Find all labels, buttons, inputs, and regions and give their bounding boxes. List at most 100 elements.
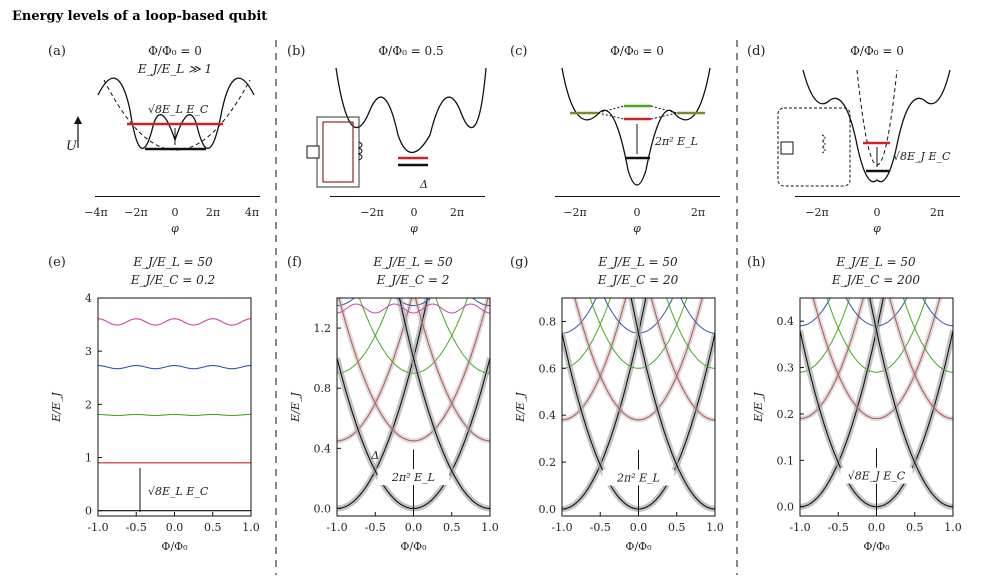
gap-annotation: √8E_J E_C: [848, 470, 906, 483]
gap-annotation: 2π² E_L: [391, 471, 435, 484]
x-tick-label: 0.5: [906, 521, 924, 534]
chart-f: (f) E_J/E_L = 50 E_J/E_C = 2 -1.0 -0.5 0.0 0.5…: [287, 255, 499, 553]
y-tick-label: 1.2: [314, 322, 332, 335]
panel-line1: E_J/E_L = 50: [835, 255, 916, 269]
panel-line2: E_J/E_C = 200: [831, 273, 921, 287]
series-line: [800, 298, 864, 420]
series-line: [826, 298, 927, 373]
x-tick: 0: [172, 206, 179, 219]
x-tick: 0: [411, 206, 418, 219]
x-tick-label: -0.5: [590, 521, 611, 534]
y-axis-label: E/E_J: [752, 392, 765, 423]
y-tick-label: 0.4: [314, 442, 332, 455]
x-tick: 2π: [691, 206, 705, 219]
series-line: [337, 303, 490, 314]
chart-h: (h) E_J/E_L = 50 E_J/E_C = 200 -1.0 -0.5 0.0 0…: [747, 95, 962, 553]
bottom-charts: (e) E_J/E_L = 50 E_J/E_C = 0.2 -1.0 -0.5 0.0 0…: [48, 95, 962, 553]
x-tick-label: 0.0: [166, 521, 184, 534]
panel-line1: E_J/E_L = 50: [597, 255, 678, 269]
series-line: [869, 298, 953, 508]
series-line: [337, 298, 490, 444]
y-tick-label: 0: [85, 505, 92, 518]
x-axis-label: φ: [633, 222, 641, 235]
y-tick-label: 0.3: [777, 362, 795, 375]
x-tick-label: 1.0: [944, 521, 962, 534]
inductor-icon: [357, 141, 363, 161]
series-line: [648, 298, 715, 423]
y-axis-label: E/E_J: [514, 392, 527, 423]
series-line: [845, 298, 908, 327]
chart-e: (e) E_J/E_L = 50 E_J/E_C = 0.2 -1.0 -0.5 0.0 0…: [48, 255, 260, 553]
panel-label: (a): [48, 44, 66, 59]
y-axis-label: E/E_J: [50, 392, 63, 423]
inductor-icon: [820, 134, 826, 154]
y-tick-label: 0.4: [777, 315, 795, 328]
junction-icon: [306, 145, 320, 159]
series-line: [98, 318, 251, 326]
x-axis: [555, 196, 720, 197]
y-tick-label: 0.0: [539, 503, 557, 516]
panel-label: (b): [287, 44, 305, 59]
panel-line2: E_J/E_C = 2: [376, 273, 450, 287]
loop-current: [322, 121, 354, 183]
y-tick-label: 0.1: [777, 454, 795, 467]
panel-line2: E_J/E_C = 20: [597, 273, 679, 287]
x-tick-label: 0.5: [668, 521, 686, 534]
series-line: [887, 298, 953, 422]
series-line: [395, 298, 432, 306]
circuit-box: [777, 107, 851, 187]
x-tick: −2π: [360, 206, 383, 219]
series-line: [666, 298, 715, 369]
y-axis-label: E/E_J: [289, 392, 302, 423]
series-line: [414, 298, 490, 442]
panel-label: (d): [747, 44, 765, 59]
series-line: [562, 298, 597, 334]
gap-annotation: √8E_L E_C: [148, 485, 209, 498]
x-tick-label: -0.5: [126, 521, 147, 534]
y-tick-label: 4: [85, 292, 92, 305]
y-tick-label: 0.8: [314, 382, 332, 395]
x-tick: 0: [634, 206, 641, 219]
potential-curve: [802, 69, 951, 183]
hybridization-lines: [597, 105, 678, 120]
potential-curve: [335, 67, 487, 154]
series-line: [337, 298, 413, 442]
series-line: [574, 298, 703, 421]
panel-a: (a) Φ/Φ₀ = 0 E_J/E_L ≫ 1 U √8E_L E_C −4π…: [48, 44, 260, 235]
x-axis: [330, 196, 485, 197]
x-tick-label: -0.5: [828, 521, 849, 534]
y-tick-label: 0.2: [777, 408, 795, 421]
y-axis-label: U: [66, 139, 78, 154]
x-axis-label: Φ/Φ₀: [625, 540, 652, 553]
y-tick-label: 2: [85, 398, 92, 411]
panel-line1: E_J/E_L = 50: [372, 255, 453, 269]
x-axis-label: Φ/Φ₀: [863, 540, 890, 553]
delta-annotation: Δ: [370, 449, 379, 462]
series-line: [337, 298, 392, 374]
x-tick: 2π: [930, 206, 944, 219]
series-line: [800, 298, 831, 327]
x-tick: 4π: [245, 206, 259, 219]
panel-d: (d) Φ/Φ₀ = 0 √8E_J E_C −2π 0 2π φ: [747, 44, 960, 235]
panel-line1: Φ/Φ₀ = 0: [850, 44, 904, 58]
gap-annotation: √8E_J E_C: [893, 150, 951, 163]
series-line: [630, 298, 715, 510]
gap-annotation: 2π² E_L: [616, 472, 660, 485]
y-tick-label: 3: [85, 345, 92, 358]
x-axis-label: φ: [410, 222, 418, 235]
y-tick-label: 0.4: [539, 409, 557, 422]
series-line: [98, 364, 251, 370]
series-line: [562, 298, 627, 421]
panel-line2: E_J/E_C = 0.2: [130, 273, 215, 287]
series-line: [98, 413, 251, 417]
y-tick-label: 0.0: [314, 502, 332, 515]
x-tick: −2π: [805, 206, 828, 219]
annotation-bg: [377, 469, 450, 486]
panel-line2: E_J/E_L ≫ 1: [137, 62, 212, 76]
x-tick-label: -1.0: [87, 521, 108, 534]
x-tick-label: -0.5: [365, 521, 386, 534]
series-line: [800, 95, 953, 271]
series-line: [680, 298, 715, 334]
x-tick-label: 0.5: [204, 521, 222, 534]
panel-label: (h): [747, 255, 766, 270]
